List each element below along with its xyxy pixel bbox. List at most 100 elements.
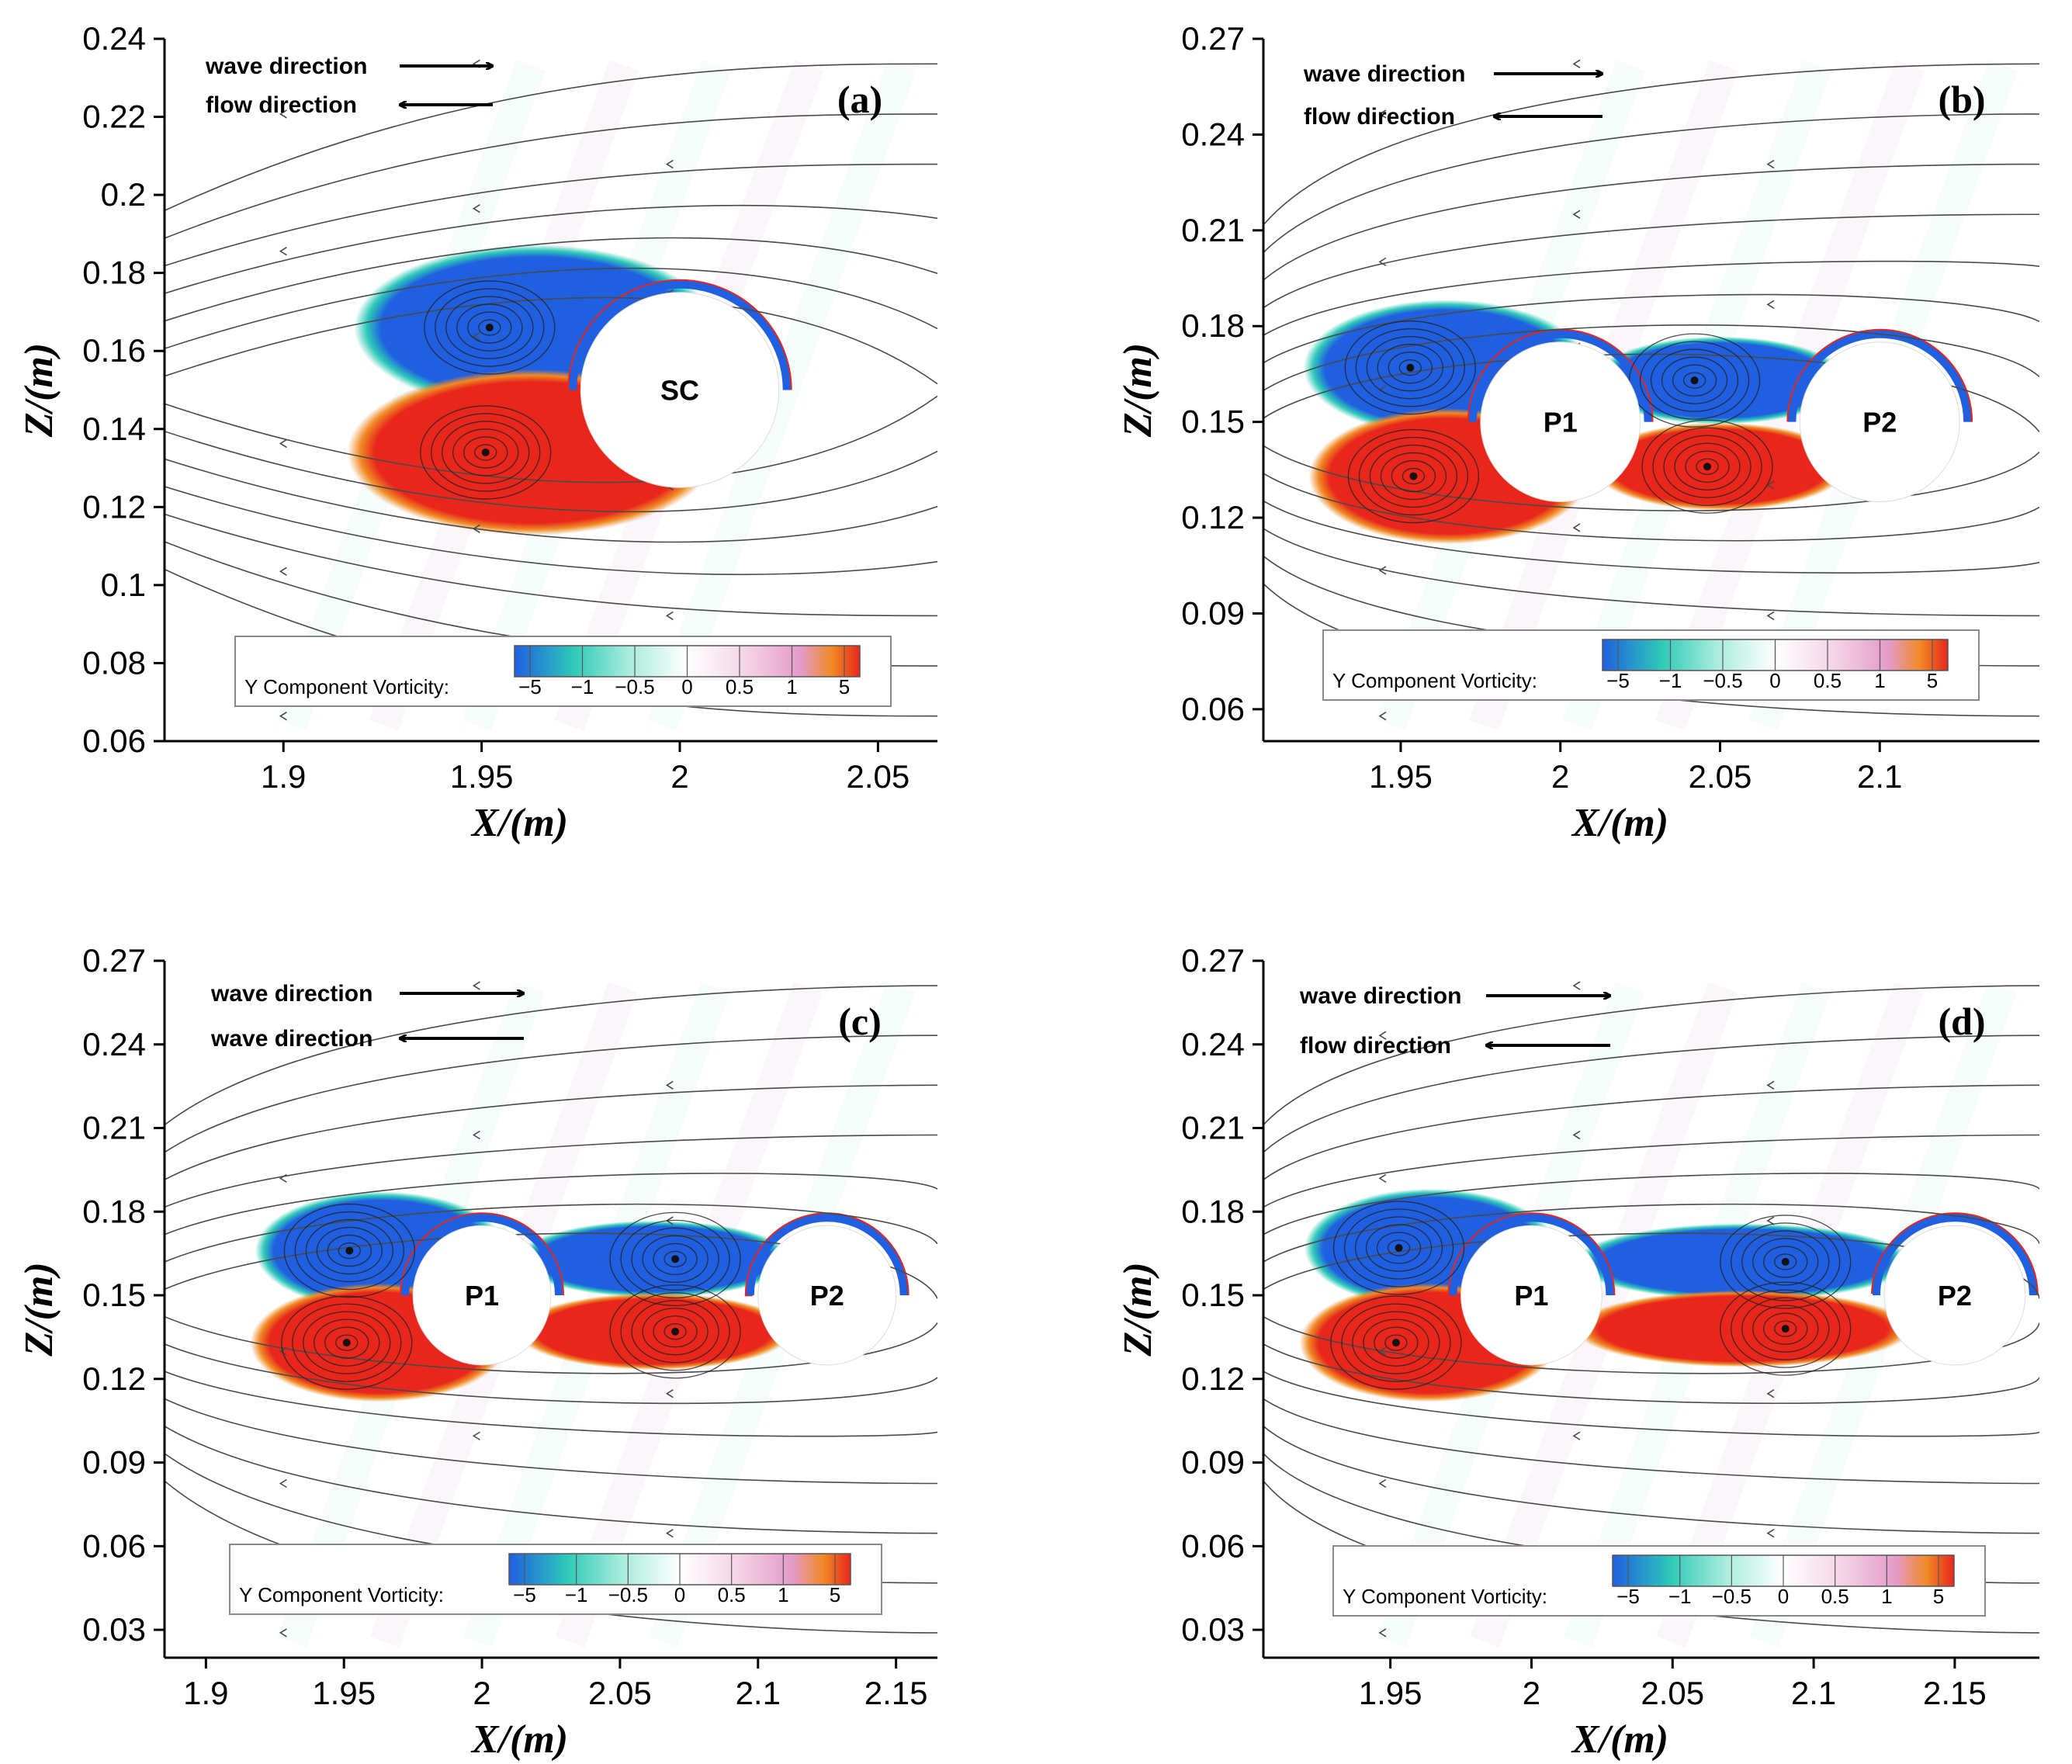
background-texture [647,60,917,731]
x-axis-title: X/(m) [470,1717,568,1762]
vortex-streamline [1652,427,1762,506]
colorbar-tick-label: −1 [565,1583,588,1606]
vortex-streamline [1639,341,1750,420]
shear-layer [746,1214,908,1296]
streamline [1263,1203,2039,1263]
streamline-arrow [279,567,287,576]
colorbar-tick-label: −5 [1616,1585,1640,1608]
colorbar-tick-label: −0.5 [1712,1585,1751,1608]
cylinder-label: P1 [1514,1280,1548,1312]
vortex-streamline [1376,1232,1422,1264]
y-tick-label: 0.21 [1181,1110,1245,1146]
panel-d: P1 P2 0.03 0.06 0.09 0.12 0.15 0.18 0.21 0.24 0.27… [1116,942,2039,1762]
y-tick-label: 0.09 [82,1444,146,1481]
x-tick-label: 2 [1551,758,1569,795]
colorbar-tick-label: −0.5 [608,1583,648,1606]
streamline [1263,1084,2039,1180]
streamline-arrow [1766,300,1775,309]
vortex-streamline [1752,1238,1819,1286]
plot-area: P1 P2 [165,981,937,1648]
vortex-streamline [420,405,552,500]
streamline-arrow [1378,109,1387,119]
streamline-arrow [1378,1031,1387,1040]
vortex-streamline [305,1218,393,1283]
vortex-streamline [1363,1319,1429,1367]
cylinder-label: SC [660,375,699,407]
y-axis-title: Z/(m) [17,343,61,438]
vortex-core [485,324,494,332]
y-tick-label: 0.12 [82,488,146,525]
plot-area: P1 P2 [1263,981,2039,1648]
colorbar-tick-label: 0 [674,1583,685,1606]
vortex-streamline [1384,1334,1408,1351]
streamline [165,1034,937,1153]
x-tick-label: 2.1 [736,1675,781,1711]
x-tick-label: 2 [473,1675,490,1711]
colorbar-tick-label: 1 [778,1583,788,1606]
colorbar-tick-label: 5 [1927,669,1938,692]
streamline [165,1315,937,1374]
vortex-streamline [1391,459,1436,493]
vortex-core [1406,363,1415,372]
streamline-arrow [1766,480,1775,490]
vortex-core [481,448,490,456]
streamline-arrow [1378,1173,1387,1184]
y-tick-label: 0.18 [82,1193,146,1229]
y-tick-label: 0.03 [82,1611,146,1648]
streamline-arrow [1572,523,1581,532]
streamline [1263,293,2039,364]
y-axis-title: Z/(m) [17,1262,61,1357]
vortex-streamline [1763,1312,1808,1345]
vortex-streamline [1347,428,1480,524]
colorbar-tick-label: 0 [681,675,692,698]
x-tick-label: 1.95 [450,758,514,795]
y-tick-label: 0.14 [82,411,146,447]
streamline [165,395,937,483]
vortex-streamline [474,444,497,461]
vortex-streamline [1720,1215,1852,1309]
streamline [165,204,937,294]
vortex-streamline [1731,1289,1841,1368]
colorbar-tick-label: 1 [786,675,797,698]
streamline [1263,1426,2039,1534]
colorbar-tick-label: −1 [1668,1585,1692,1608]
vortex-streamline [653,1315,698,1348]
streamline-arrow [279,1478,287,1488]
vortex-streamline [1358,436,1469,516]
colorbar-tick-label: −1 [1659,669,1682,692]
cylinder [1883,1225,2026,1366]
streamline [165,1343,937,1405]
x-axis-title: X/(m) [470,801,568,845]
colorbar-tick-label: 0.5 [1814,669,1842,692]
vortex-streamline [467,311,512,344]
streamline-arrow [1766,1216,1775,1225]
x-tick-label: 2.1 [1791,1675,1836,1711]
panel-label: (c) [838,1000,882,1043]
streamline-arrow [1766,1389,1775,1398]
vortex-streamline [1377,344,1443,392]
vortex-streamline [314,1319,380,1367]
streamline-arrow [472,1431,480,1440]
streamline-arrow [279,246,287,256]
vortex-streamline [442,421,530,484]
y-tick-label: 0.16 [82,332,146,369]
x-axis-title: X/(m) [1571,1717,1668,1762]
streamline [1263,1034,2039,1153]
streamline [165,1173,937,1235]
streamline [165,113,937,239]
colorbar-tick-label: −0.5 [1703,669,1742,692]
y-tick-label: 0.15 [1181,1277,1245,1313]
colorbar-tick-label: 1 [1874,669,1885,692]
vortex-streamline [653,1242,698,1275]
colorbar-tick-label: 5 [830,1583,840,1606]
streamline [165,296,937,385]
vortex-streamline [1332,1201,1465,1295]
streamline [1263,528,2039,617]
cylinder [412,1225,552,1366]
x-tick-label: 2 [1523,1675,1540,1711]
y-tick-label: 0.09 [1181,1444,1245,1481]
positive-vortex-region [1574,1290,1913,1367]
streamline [1263,473,2039,542]
shear-layer [569,281,791,390]
streamline-arrow [279,1628,287,1638]
